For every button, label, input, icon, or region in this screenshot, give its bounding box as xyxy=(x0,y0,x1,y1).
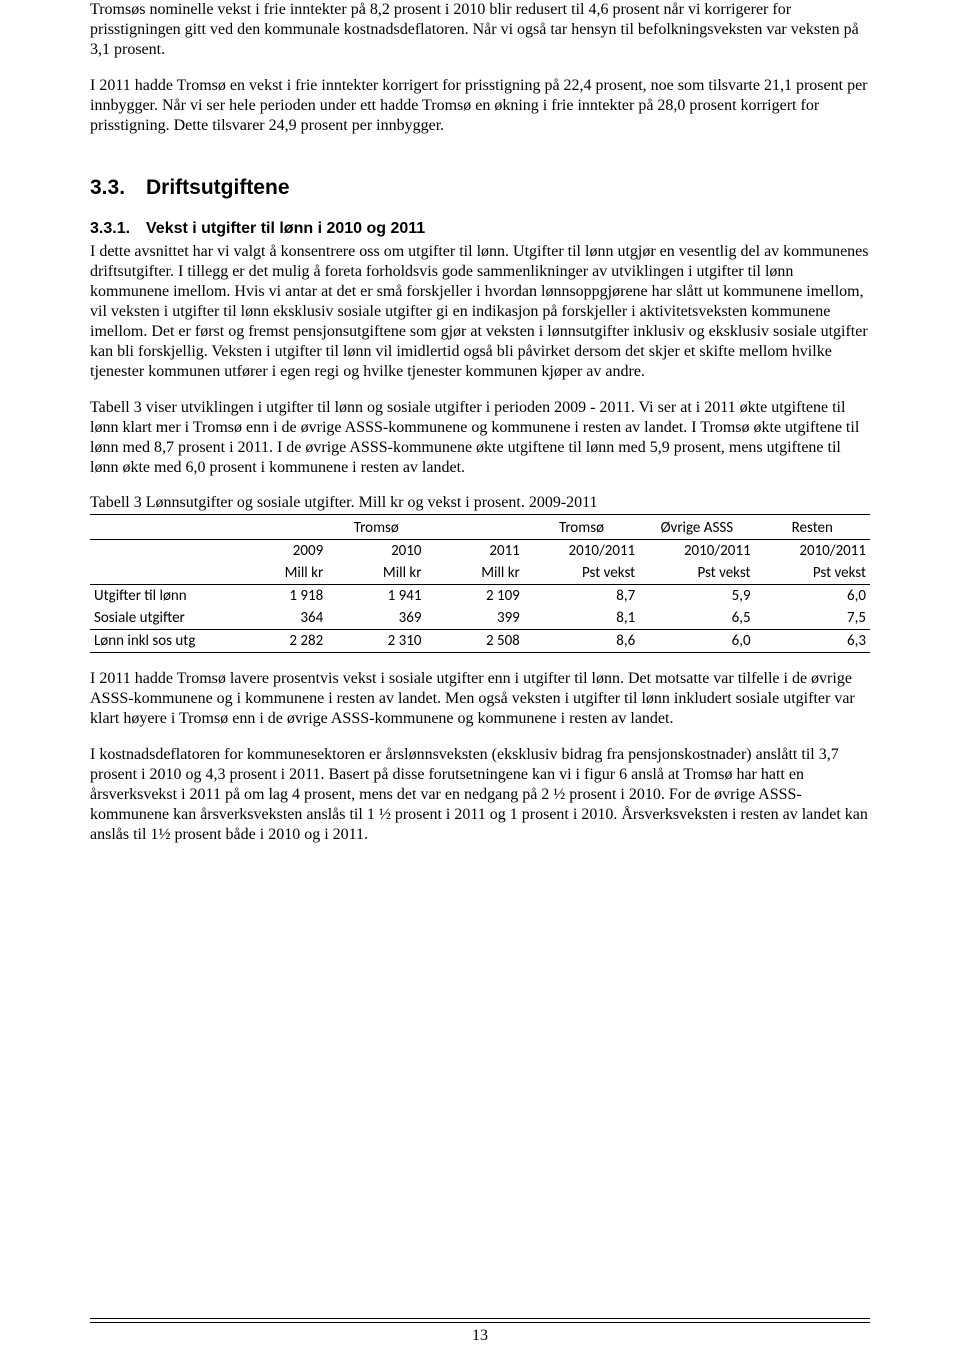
table-cell: Pst vekst xyxy=(639,562,754,585)
table-cell: 6,3 xyxy=(755,630,870,653)
section-number: 3.3. xyxy=(90,176,146,200)
paragraph: I kostnadsdeflatoren for kommunesektoren… xyxy=(90,745,870,845)
table-cell xyxy=(90,562,229,585)
table-caption: Tabell 3 Lønnsutgifter og sosiale utgift… xyxy=(90,494,870,515)
table-cell: 2010/2011 xyxy=(524,540,639,563)
paragraph: Tabell 3 viser utviklingen i utgifter ti… xyxy=(90,398,870,478)
table-cell: 369 xyxy=(327,607,425,630)
table-subheader-row: Mill kr Mill kr Mill kr Pst vekst Pst ve… xyxy=(90,562,870,585)
table-row: Utgifter til lønn 1 918 1 941 2 109 8,7 … xyxy=(90,585,870,608)
subsection-number: 3.3.1. xyxy=(90,220,146,238)
document-page: Tromsøs nominelle vekst i frie inntekter… xyxy=(0,0,960,1365)
table-cell: 2 508 xyxy=(425,630,523,653)
table-cell: 2 109 xyxy=(425,585,523,608)
table-cell: 1 941 xyxy=(327,585,425,608)
table-cell: 399 xyxy=(425,607,523,630)
paragraph: I 2011 hadde Tromsø en vekst i frie innt… xyxy=(90,76,870,136)
table-cell: 5,9 xyxy=(639,585,754,608)
page-footer: 13 xyxy=(90,1318,870,1345)
table-cell: 8,6 xyxy=(524,630,639,653)
table-cell: Mill kr xyxy=(327,562,425,585)
paragraph: I 2011 hadde Tromsø lavere prosentvis ve… xyxy=(90,669,870,729)
table-header-cell: Resten xyxy=(755,517,870,540)
subsection-heading: 3.3.1.Vekst i utgifter til lønn i 2010 o… xyxy=(90,220,870,238)
table-cell: 2009 xyxy=(229,540,327,563)
paragraph: I dette avsnittet har vi valgt å konsent… xyxy=(90,242,870,382)
page-number: 13 xyxy=(90,1322,870,1345)
table-cell: 2010/2011 xyxy=(755,540,870,563)
table-cell: 6,5 xyxy=(639,607,754,630)
table-cell: 8,7 xyxy=(524,585,639,608)
table-cell: 6,0 xyxy=(755,585,870,608)
table-header-cell xyxy=(90,517,229,540)
table-header-row: Tromsø Tromsø Øvrige ASSS Resten xyxy=(90,517,870,540)
subsection-title: Vekst i utgifter til lønn i 2010 og 2011 xyxy=(146,220,425,237)
paragraph: Tromsøs nominelle vekst i frie inntekter… xyxy=(90,0,870,60)
table-cell xyxy=(90,540,229,563)
table-row: Lønn inkl sos utg 2 282 2 310 2 508 8,6 … xyxy=(90,630,870,653)
table-cell: 7,5 xyxy=(755,607,870,630)
table-cell: Utgifter til lønn xyxy=(90,585,229,608)
section-heading: 3.3.Driftsutgiftene xyxy=(90,176,870,200)
table-cell: Pst vekst xyxy=(524,562,639,585)
table-cell: 2 282 xyxy=(229,630,327,653)
table-subheader-row: 2009 2010 2011 2010/2011 2010/2011 2010/… xyxy=(90,540,870,563)
table-row: Sosiale utgifter 364 369 399 8,1 6,5 7,5 xyxy=(90,607,870,630)
table-header-cell: Tromsø xyxy=(229,517,524,540)
section-title: Driftsutgiftene xyxy=(146,176,290,199)
table-cell: 2 310 xyxy=(327,630,425,653)
table-cell: Lønn inkl sos utg xyxy=(90,630,229,653)
table-cell: 364 xyxy=(229,607,327,630)
table-cell: 2010 xyxy=(327,540,425,563)
table-lonnsutgifter: Tromsø Tromsø Øvrige ASSS Resten 2009 20… xyxy=(90,517,870,653)
table-header-cell: Øvrige ASSS xyxy=(639,517,754,540)
table-cell: 8,1 xyxy=(524,607,639,630)
table-cell: 6,0 xyxy=(639,630,754,653)
table-cell: 2010/2011 xyxy=(639,540,754,563)
table-cell: Mill kr xyxy=(425,562,523,585)
table-cell: Sosiale utgifter xyxy=(90,607,229,630)
table-cell: Mill kr xyxy=(229,562,327,585)
table-cell: Pst vekst xyxy=(755,562,870,585)
table-header-cell: Tromsø xyxy=(524,517,639,540)
table-cell: 2011 xyxy=(425,540,523,563)
table-cell: 1 918 xyxy=(229,585,327,608)
